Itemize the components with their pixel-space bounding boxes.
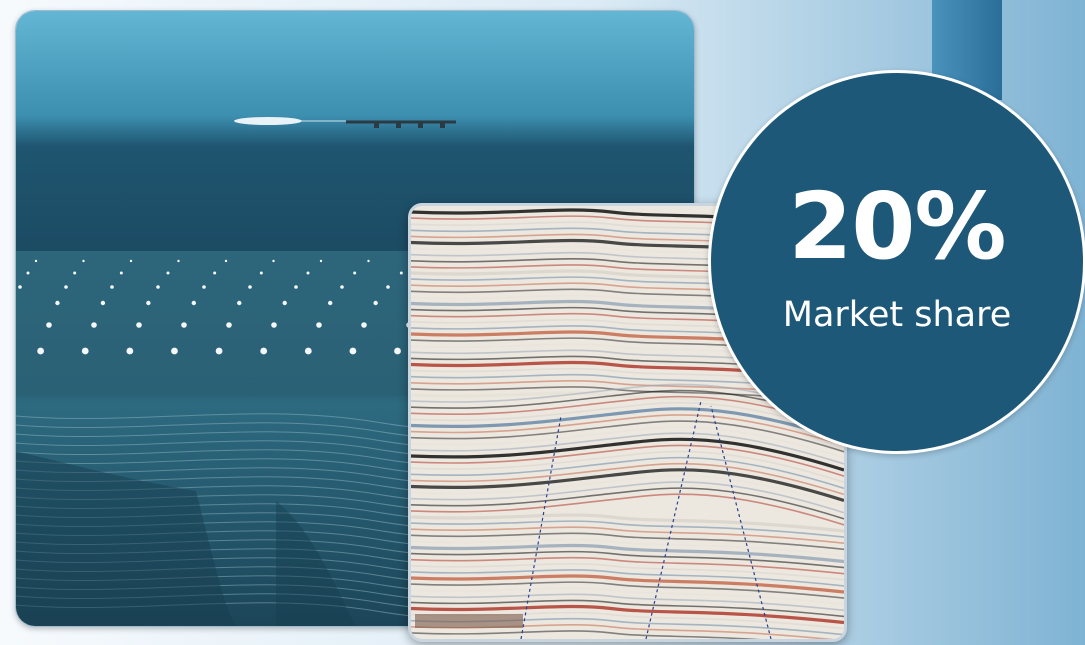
market-share-badge: 20% Market share bbox=[708, 70, 1085, 454]
market-share-value: 20% bbox=[788, 173, 1006, 280]
market-share-label: Market share bbox=[782, 295, 1012, 335]
survey-vessel bbox=[234, 117, 456, 128]
